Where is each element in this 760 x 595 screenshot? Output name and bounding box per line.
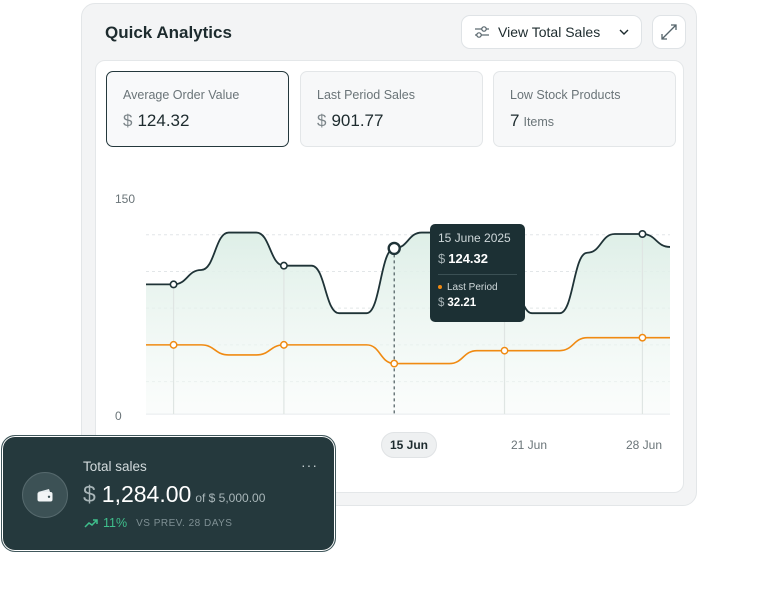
- stat-value: 7 Items: [510, 111, 555, 130]
- stat-label: Average Order Value: [123, 88, 240, 102]
- quick-analytics-panel: Quick Analytics View Total Sales Average…: [81, 3, 697, 506]
- tooltip-compare-value: $32.21: [438, 297, 477, 309]
- stat-card-average-order-value[interactable]: Average Order Value $124.32: [106, 71, 289, 147]
- sliders-icon: [475, 26, 489, 38]
- view-total-sales-button[interactable]: View Total Sales: [461, 15, 642, 49]
- y-tick-label: 0: [115, 409, 122, 423]
- tooltip-value: $124.32: [438, 251, 488, 266]
- trend-percent: 11%: [103, 516, 128, 530]
- stat-card-low-stock-products[interactable]: Low Stock Products 7 Items: [493, 71, 676, 147]
- chart-tooltip: 15 June 2025 $124.32 Last Period $32.21: [430, 224, 525, 322]
- expand-button[interactable]: [652, 15, 686, 49]
- more-options-icon[interactable]: ···: [301, 457, 318, 473]
- stat-value: $124.32: [123, 111, 190, 130]
- legend-dot-icon: [438, 285, 442, 290]
- stat-label: Last Period Sales: [317, 88, 415, 102]
- trend-up-icon: [84, 519, 98, 528]
- x-tick-label[interactable]: 21 Jun: [511, 438, 548, 452]
- x-tick-label[interactable]: 28 Jun: [626, 438, 663, 452]
- view-button-label: View Total Sales: [498, 24, 601, 40]
- expand-icon: [661, 24, 677, 40]
- tooltip-compare-label: Last Period: [438, 282, 517, 293]
- sales-target: of $ 5,000.00: [195, 491, 266, 505]
- analytics-content: Average Order Value $124.32 Last Period …: [95, 60, 684, 493]
- stat-card-last-period-sales[interactable]: Last Period Sales $901.77: [300, 71, 483, 147]
- total-sales-amount: $1,284.00 of $ 5,000.00: [83, 481, 266, 507]
- wallet-icon: [22, 472, 68, 518]
- panel-title: Quick Analytics: [105, 23, 232, 42]
- stat-label: Low Stock Products: [510, 88, 621, 102]
- tooltip-date: 15 June 2025: [438, 231, 511, 245]
- chevron-down-icon: [619, 29, 629, 35]
- stat-value: $901.77: [317, 111, 384, 130]
- trend-indicator: 11% VS PREV. 28 DAYS: [84, 516, 232, 530]
- total-sales-card[interactable]: Total sales ··· $1,284.00 of $ 5,000.00 1…: [1, 435, 336, 552]
- tooltip-divider: [438, 274, 517, 275]
- trend-note: VS PREV. 28 DAYS: [136, 517, 233, 529]
- card-title: Total sales: [83, 459, 147, 474]
- x-tick-label-selected[interactable]: 15 Jun: [381, 432, 438, 458]
- y-tick-label: 150: [115, 192, 136, 206]
